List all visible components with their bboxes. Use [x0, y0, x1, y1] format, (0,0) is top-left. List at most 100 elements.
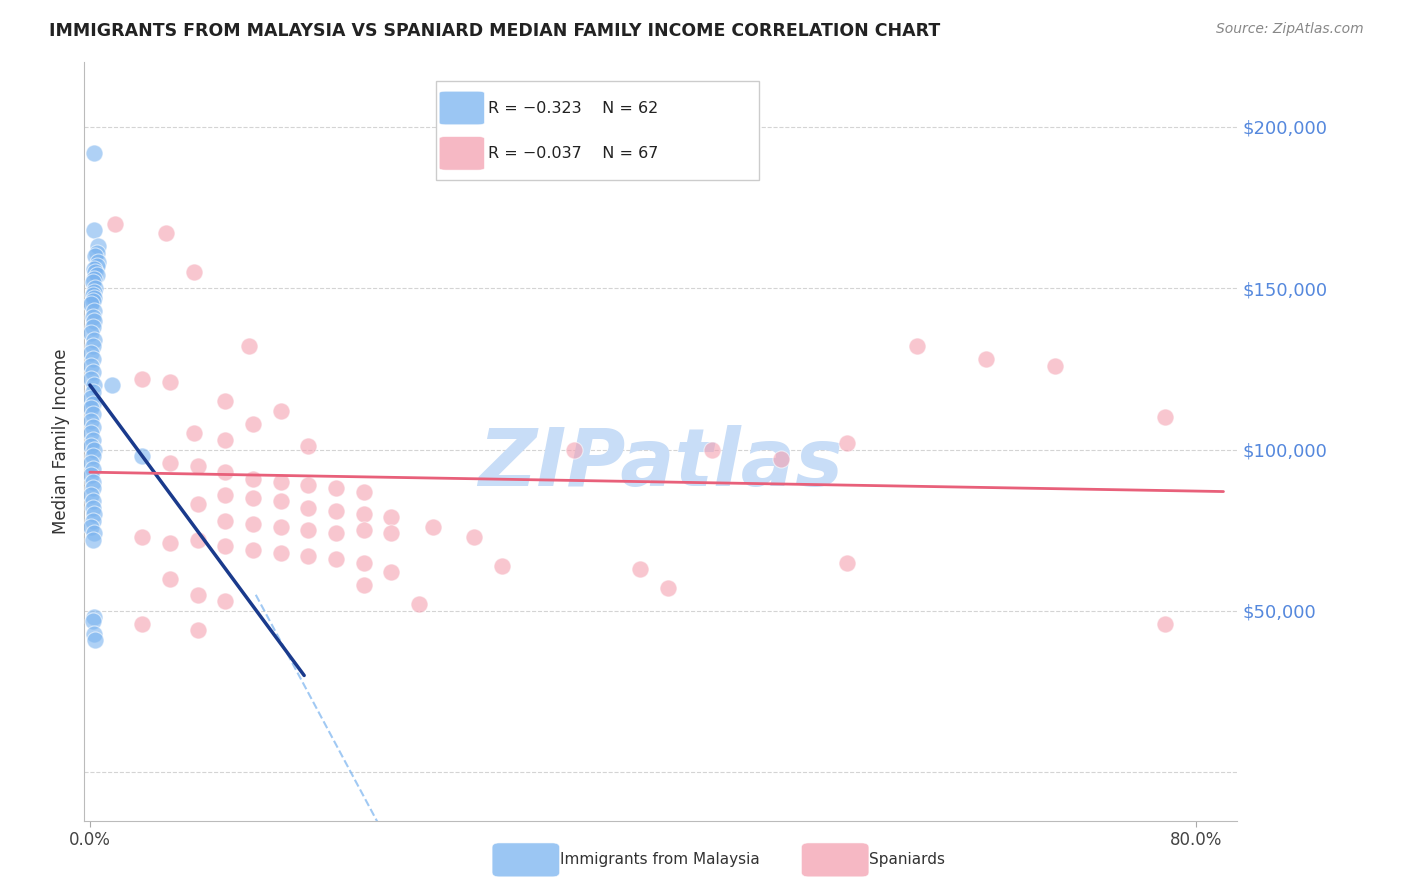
Point: [82, 294, 104, 309]
Point: [84, 632, 107, 647]
Point: [83, 223, 105, 237]
Point: [82, 420, 104, 434]
Point: [408, 598, 430, 612]
Point: [562, 442, 585, 457]
Point: [1043, 359, 1066, 373]
Point: [325, 481, 347, 495]
Point: [82, 352, 104, 367]
Point: [214, 433, 236, 447]
Point: [297, 500, 319, 515]
Point: [380, 565, 402, 579]
Y-axis label: Median Family Income: Median Family Income: [52, 349, 70, 534]
Point: [159, 572, 181, 586]
Point: [353, 523, 375, 537]
Point: [905, 339, 928, 353]
Point: [80, 359, 103, 373]
Point: [83, 313, 105, 327]
Point: [80, 520, 103, 534]
Point: [82, 275, 104, 289]
Point: [214, 394, 236, 409]
Point: [80, 413, 103, 427]
Point: [187, 624, 209, 638]
Point: [270, 494, 292, 508]
Point: [83, 333, 105, 347]
Point: [87, 255, 110, 269]
Point: [82, 310, 104, 325]
Point: [297, 478, 319, 492]
Point: [491, 558, 513, 573]
Point: [80, 401, 103, 415]
Point: [131, 530, 153, 544]
Point: [82, 614, 104, 628]
Point: [159, 536, 181, 550]
Point: [87, 239, 110, 253]
Point: [214, 594, 236, 608]
Point: [270, 404, 292, 418]
Point: [80, 346, 103, 360]
Point: [80, 456, 103, 470]
Point: [82, 407, 104, 421]
Text: IMMIGRANTS FROM MALAYSIA VS SPANIARD MEDIAN FAMILY INCOME CORRELATION CHART: IMMIGRANTS FROM MALAYSIA VS SPANIARD MED…: [49, 22, 941, 40]
Point: [242, 472, 264, 486]
Point: [380, 510, 402, 524]
Point: [159, 456, 181, 470]
Point: [238, 339, 260, 353]
Point: [82, 533, 104, 547]
Point: [82, 500, 104, 515]
Point: [325, 504, 347, 518]
Point: [80, 488, 103, 502]
Point: [297, 523, 319, 537]
Point: [214, 540, 236, 554]
Point: [101, 378, 124, 392]
Point: [82, 449, 104, 463]
Point: [84, 281, 107, 295]
Point: [83, 285, 105, 299]
Point: [974, 352, 997, 367]
Point: [270, 475, 292, 489]
Point: [80, 326, 103, 341]
Point: [837, 436, 859, 450]
Point: [131, 616, 153, 631]
Point: [657, 582, 679, 596]
Text: Immigrants from Malaysia: Immigrants from Malaysia: [560, 853, 759, 867]
Point: [86, 268, 108, 283]
Point: [83, 145, 105, 160]
Point: [82, 384, 104, 399]
Point: [82, 365, 104, 379]
Point: [297, 439, 319, 453]
Point: [83, 304, 105, 318]
Point: [82, 320, 104, 334]
Point: [183, 426, 205, 441]
Point: [187, 498, 209, 512]
Point: [242, 542, 264, 557]
Point: [83, 291, 105, 305]
Text: ZIPatlas: ZIPatlas: [478, 425, 844, 503]
Point: [86, 245, 108, 260]
Point: [131, 449, 153, 463]
Point: [380, 526, 402, 541]
Point: [463, 530, 485, 544]
Point: [83, 610, 105, 624]
Point: [80, 391, 103, 405]
Point: [242, 516, 264, 531]
Point: [353, 556, 375, 570]
Text: Spaniards: Spaniards: [869, 853, 945, 867]
Point: [104, 217, 127, 231]
Point: [325, 552, 347, 566]
Point: [80, 439, 103, 453]
Point: [86, 259, 108, 273]
Point: [131, 371, 153, 385]
Point: [82, 475, 104, 489]
Point: [83, 442, 105, 457]
Point: [242, 417, 264, 431]
Point: [83, 378, 105, 392]
Point: [700, 442, 723, 457]
Point: [80, 468, 103, 483]
Point: [83, 271, 105, 285]
Point: [80, 297, 103, 311]
Point: [353, 484, 375, 499]
Point: [82, 494, 104, 508]
Point: [353, 578, 375, 592]
Point: [84, 265, 107, 279]
Point: [214, 465, 236, 479]
